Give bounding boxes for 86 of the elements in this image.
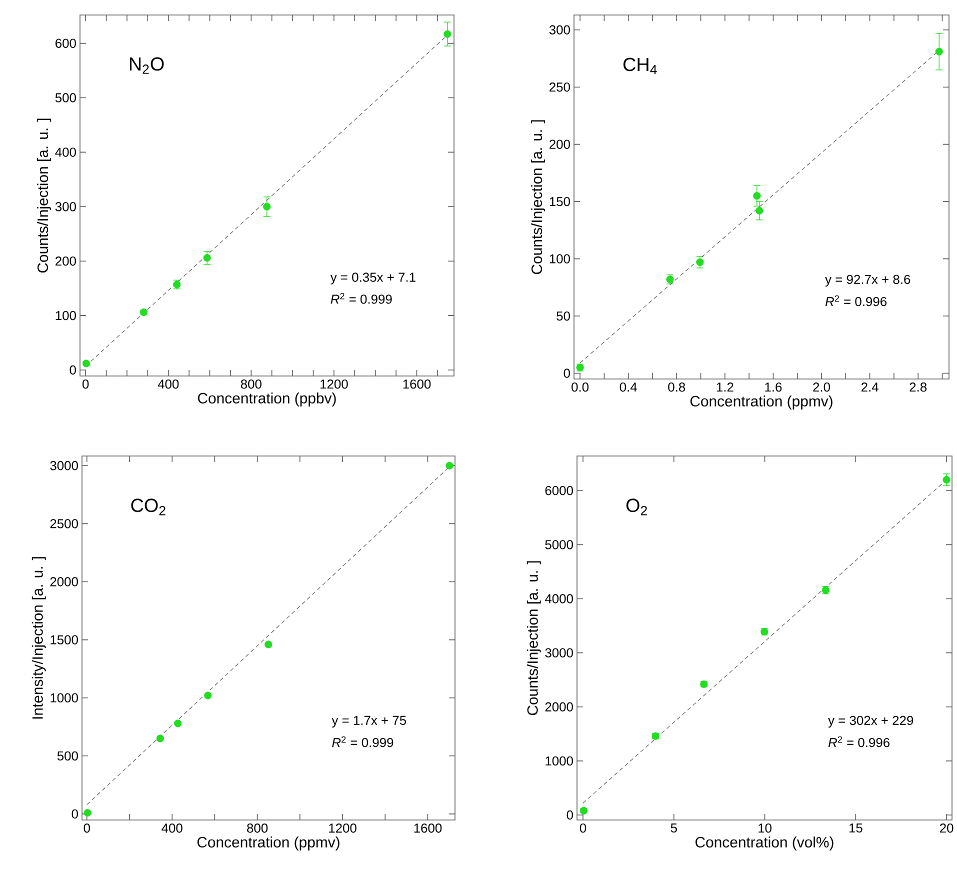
x-tick-label: 800 — [240, 380, 262, 389]
y-tick-label: 5000 — [545, 540, 573, 550]
y-tick-label: 2000 — [50, 577, 78, 586]
x-tick-label: 2.8 — [910, 382, 927, 392]
y-tick-label: 0 — [566, 810, 573, 820]
y-tick-label: 100 — [550, 254, 570, 264]
x-axis-title: Concentration (ppmv) — [197, 836, 340, 850]
y-tick-label: 1000 — [50, 693, 78, 702]
annotation: y = 0.35x + 7.1 — [330, 272, 416, 284]
y-tick-label: 0 — [564, 368, 570, 378]
x-tick-label: 0.4 — [620, 382, 637, 392]
y-tick-label: 400 — [55, 148, 76, 157]
x-axis-title: Concentration (ppbv) — [198, 392, 336, 406]
point — [82, 360, 90, 368]
y-tick-label: 200 — [56, 256, 76, 266]
point — [446, 462, 454, 470]
y-tick-label: 300 — [55, 202, 76, 212]
x-axis-title: Concentration (vol%) — [696, 836, 834, 850]
x-tick-label: 0 — [82, 380, 89, 389]
text: O$_{2}$ — [626, 498, 647, 516]
y-tick-label: 500 — [57, 751, 78, 760]
x-tick-label: 400 — [162, 824, 182, 833]
x-tick-label: 0 — [580, 824, 586, 833]
y-tick-label: 0 — [72, 809, 78, 819]
x-tick-label: 1.2 — [716, 382, 734, 392]
annotation: R$^{2}$ = 0.996 — [828, 736, 890, 748]
y-tick-label: 250 — [550, 82, 570, 92]
x-tick-label: 10 — [758, 824, 772, 833]
point — [753, 192, 761, 200]
x-tick-label: 0 — [84, 824, 90, 833]
x-tick-label: 1.6 — [765, 382, 782, 392]
x-tick-label: 2.0 — [813, 382, 830, 392]
point — [156, 734, 164, 742]
point — [942, 476, 950, 484]
x-tick-label: 1200 — [320, 380, 348, 389]
y-tick-label: 3000 — [545, 648, 573, 658]
point — [444, 30, 452, 38]
point — [263, 202, 271, 210]
point — [203, 254, 211, 262]
x-tick-label: 15 — [849, 824, 862, 833]
x-tick-label: 0.8 — [668, 382, 686, 392]
point — [264, 640, 272, 648]
annotation: R$^{2}$ = 0.999 — [330, 292, 392, 304]
annotation: R$^{2}$ = 0.999 — [332, 736, 394, 748]
y-tick-label: 300 — [549, 25, 570, 34]
annotation: R$^{2}$ = 0.996 — [825, 295, 887, 306]
x-tick-label: 20 — [940, 824, 954, 833]
x-tick-label: 1200 — [329, 824, 356, 833]
y-tick-label: 0 — [70, 365, 76, 375]
point — [696, 258, 704, 266]
y-tick-label: 6000 — [545, 486, 573, 496]
point — [935, 48, 943, 56]
annotation: y = 1.7x + 75 — [332, 716, 406, 728]
text: CO$_{2}$ — [131, 498, 166, 516]
x-tick-label: 400 — [158, 380, 179, 389]
y-tick-label: 600 — [56, 38, 76, 48]
annotation: y = 302x + 229 — [828, 716, 914, 728]
x-axis-title: Concentration (ppmv) — [690, 396, 832, 410]
x-tick-label: 0.0 — [572, 382, 589, 392]
y-tick-label: 50 — [556, 311, 570, 321]
point — [756, 206, 764, 215]
y-axis-title: Intensity/Injection [a. u. ] — [32, 557, 46, 719]
y-axis-title: Counts/Injection [a. u. ] — [531, 120, 546, 274]
x-tick-label: 1600 — [414, 824, 442, 833]
y-tick-label: 4000 — [544, 594, 573, 604]
x-tick-label: 800 — [247, 824, 268, 833]
y-tick-label: 150 — [550, 196, 570, 206]
y-tick-label: 1000 — [546, 756, 573, 766]
y-tick-label: 2000 — [545, 702, 573, 712]
annotation: y = 92.7x + 8.6 — [825, 274, 910, 287]
y-tick-label: 200 — [550, 140, 570, 149]
text: CH$_{4}$ — [623, 58, 657, 74]
y-tick-label: 3000 — [50, 461, 78, 470]
point — [174, 720, 182, 728]
x-tick-label: 5 — [670, 824, 677, 833]
y-tick-label: 2500 — [50, 519, 78, 528]
point — [204, 692, 212, 700]
y-axis-title: Counts/Injection [a. u. ] — [37, 118, 52, 273]
y-tick-label: 1500 — [50, 635, 78, 644]
point — [84, 809, 92, 817]
text: N$_{2}$O — [130, 57, 164, 74]
x-tick-label: 2.4 — [861, 382, 878, 392]
x-tick-label: 1600 — [403, 380, 431, 389]
y-tick-label: 100 — [56, 310, 76, 320]
y-tick-label: 500 — [55, 93, 76, 102]
y-axis-title: Counts/Injection [a. u. ] — [526, 561, 541, 716]
